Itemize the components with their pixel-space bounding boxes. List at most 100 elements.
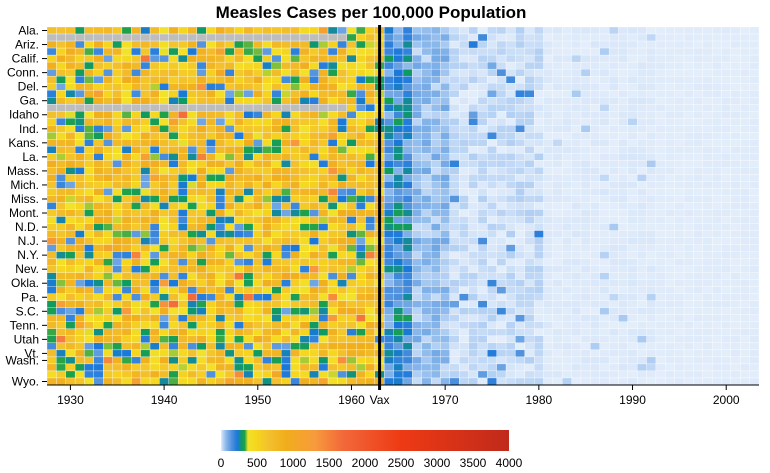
heatmap-cell bbox=[740, 202, 750, 210]
heatmap-cell bbox=[524, 335, 535, 344]
heatmap-cell bbox=[683, 132, 694, 140]
heatmap-cell bbox=[608, 90, 619, 98]
heatmap-cell bbox=[131, 195, 141, 203]
heatmap-cell bbox=[702, 342, 713, 351]
heatmap-cell bbox=[93, 377, 104, 386]
heatmap-cell bbox=[112, 300, 123, 308]
heatmap-cell bbox=[627, 33, 638, 42]
heatmap-cell bbox=[730, 125, 741, 133]
heatmap-cell bbox=[252, 47, 263, 56]
heatmap-cell bbox=[562, 160, 572, 168]
heatmap-cell bbox=[515, 286, 525, 294]
heatmap-cell bbox=[618, 153, 628, 161]
heatmap-cell bbox=[196, 195, 207, 203]
heatmap-cell bbox=[224, 132, 235, 140]
heatmap-cell bbox=[84, 335, 94, 344]
heatmap-cell bbox=[618, 223, 628, 231]
heatmap-cell bbox=[309, 293, 319, 301]
heatmap-cell bbox=[487, 265, 497, 273]
heatmap-cell bbox=[749, 258, 760, 266]
heatmap-cell bbox=[365, 335, 376, 344]
heatmap-cell bbox=[487, 188, 497, 196]
heatmap-cell bbox=[421, 68, 432, 77]
heatmap-cell bbox=[112, 75, 123, 84]
heatmap-cell bbox=[74, 75, 85, 84]
heatmap-cell bbox=[121, 118, 132, 126]
heatmap-cell bbox=[449, 153, 460, 161]
heatmap-cell bbox=[693, 251, 703, 259]
heatmap-cell bbox=[159, 265, 169, 273]
heatmap-cell bbox=[674, 328, 685, 337]
heatmap-cell bbox=[262, 195, 272, 203]
heatmap-cell bbox=[140, 279, 151, 287]
heatmap-cell bbox=[243, 300, 254, 308]
heatmap-cell bbox=[637, 237, 647, 245]
heatmap-cell bbox=[674, 202, 685, 210]
heatmap-cell bbox=[637, 111, 647, 119]
heatmap-cell bbox=[580, 307, 591, 315]
heatmap-cell bbox=[646, 216, 657, 224]
heatmap-cell bbox=[562, 146, 572, 154]
heatmap-cell bbox=[665, 321, 675, 329]
heatmap-cell bbox=[590, 202, 600, 210]
heatmap-cell bbox=[318, 54, 329, 63]
heatmap-cell bbox=[515, 125, 525, 133]
heatmap-cell bbox=[683, 61, 694, 70]
heatmap-cell bbox=[234, 328, 244, 337]
heatmap-cell bbox=[590, 314, 600, 322]
heatmap-cell bbox=[534, 33, 544, 42]
heatmap-cell bbox=[93, 258, 104, 266]
heatmap-cell bbox=[730, 251, 741, 259]
heatmap-cell bbox=[318, 90, 329, 98]
heatmap-cell bbox=[627, 356, 638, 365]
heatmap-cell bbox=[599, 321, 610, 329]
heatmap-cell bbox=[590, 68, 600, 77]
heatmap-cell bbox=[496, 209, 507, 217]
heatmap-cell bbox=[552, 230, 563, 238]
heatmap-cell bbox=[487, 33, 497, 42]
heatmap-cell bbox=[637, 279, 647, 287]
heatmap-cell bbox=[290, 61, 301, 70]
heatmap-cell bbox=[590, 26, 600, 35]
heatmap-cell bbox=[449, 54, 460, 63]
heatmap-cell bbox=[121, 47, 132, 56]
heatmap-cell bbox=[140, 132, 151, 140]
color-legend: 0 500 1000 1500 2000 2500 3000 3500 4000 bbox=[218, 430, 523, 470]
heatmap-cell bbox=[121, 160, 132, 168]
heatmap-cell bbox=[215, 181, 226, 189]
heatmap-cell bbox=[281, 47, 291, 56]
heatmap-cell bbox=[384, 244, 394, 252]
heatmap-cell bbox=[402, 97, 413, 105]
heatmap-cell bbox=[365, 223, 376, 231]
heatmap-cell bbox=[552, 139, 563, 147]
heatmap-cell bbox=[224, 146, 235, 154]
heatmap-cell bbox=[524, 363, 535, 372]
heatmap-cell bbox=[562, 237, 572, 245]
heatmap-cell bbox=[468, 111, 479, 119]
heatmap-cell bbox=[252, 61, 263, 70]
heatmap-cell bbox=[674, 370, 685, 379]
heatmap-cell bbox=[159, 244, 169, 252]
heatmap-cell bbox=[627, 90, 638, 98]
heatmap-cell bbox=[168, 314, 179, 322]
heatmap-cell bbox=[384, 139, 394, 147]
heatmap-cell bbox=[665, 293, 675, 301]
heatmap-cell bbox=[327, 377, 338, 386]
heatmap-cell bbox=[534, 216, 544, 224]
heatmap-cell bbox=[252, 167, 263, 175]
heatmap-cell bbox=[262, 286, 272, 294]
heatmap-cell bbox=[655, 377, 666, 386]
heatmap-cell bbox=[271, 307, 282, 315]
heatmap-cell bbox=[712, 244, 722, 252]
heatmap-cell bbox=[74, 83, 85, 91]
heatmap-cell bbox=[468, 230, 479, 238]
heatmap-cell bbox=[524, 132, 535, 140]
heatmap-cell bbox=[290, 97, 301, 105]
heatmap-cell bbox=[524, 181, 535, 189]
heatmap-cell bbox=[730, 286, 741, 294]
heatmap-cell bbox=[215, 47, 226, 56]
heatmap-cell bbox=[627, 237, 638, 245]
heatmap-cell bbox=[599, 26, 610, 35]
heatmap-cell bbox=[665, 223, 675, 231]
heatmap-cell bbox=[252, 97, 263, 105]
